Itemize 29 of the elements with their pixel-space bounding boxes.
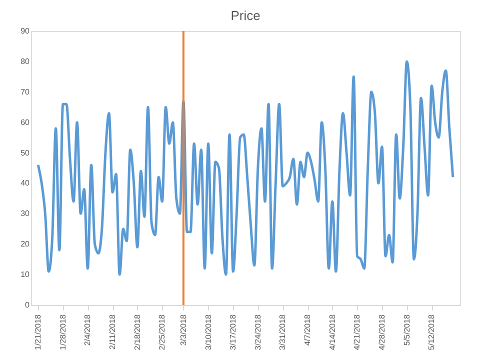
- y-tick-label: 40: [20, 178, 30, 188]
- y-tick-label: 60: [20, 118, 30, 127]
- x-tick-label: 4/7/2018: [303, 314, 312, 346]
- x-tick-label: 4/21/2018: [352, 314, 362, 350]
- x-tick-label: 1/28/2018: [58, 314, 68, 350]
- y-tick-label: 10: [20, 270, 30, 280]
- x-tick-label: 2/18/2018: [132, 314, 142, 350]
- x-tick-label: 3/24/2018: [253, 314, 262, 350]
- chart-title: Price: [230, 8, 260, 23]
- x-tick-label: 2/4/2018: [83, 314, 92, 346]
- x-tick-label: 1/21/2018: [34, 314, 43, 350]
- x-tick-label: 5/5/2018: [402, 314, 412, 346]
- y-tick-label: 20: [20, 240, 30, 249]
- y-tick-label: 50: [20, 148, 30, 158]
- x-tick-label: 4/28/2018: [378, 314, 386, 350]
- y-tick-label: 0: [25, 300, 30, 310]
- y-tick-label: 90: [20, 26, 30, 36]
- y-tick-label: 80: [20, 56, 30, 66]
- x-tick-label: 2/11/2018: [108, 314, 118, 350]
- x-tick-label: 3/3/2018: [178, 314, 188, 346]
- x-tick-label: 3/10/2018: [204, 314, 213, 350]
- x-tick-label: 3/17/2018: [228, 314, 238, 350]
- x-tick-label: 5/12/2018: [427, 314, 436, 350]
- x-tick-label: 2/25/2018: [158, 314, 167, 350]
- line-series: [36, 60, 454, 276]
- y-tick-label: 70: [20, 87, 30, 96]
- y-tick-label: 30: [20, 209, 30, 218]
- x-tick-label: 4/14/2018: [328, 314, 337, 350]
- x-tick-label: 3/31/2018: [278, 314, 288, 350]
